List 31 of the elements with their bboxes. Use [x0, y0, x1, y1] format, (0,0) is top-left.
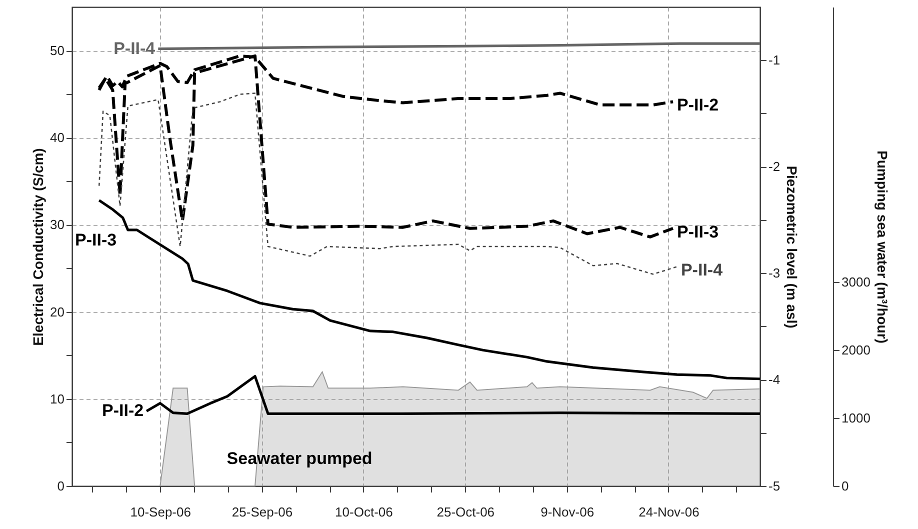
y-tick-label: 40 — [50, 130, 64, 146]
y3-tick-label: 0 — [842, 478, 849, 494]
y2-tick-label: -3 — [768, 266, 780, 281]
series-label: P-II-4 — [114, 38, 156, 58]
y-tick-label: 30 — [50, 217, 64, 232]
annotation: Seawater pumped — [226, 449, 372, 468]
x-tick-label: 10-Sep-06 — [130, 504, 191, 520]
series-label: P-II-4 — [680, 260, 724, 280]
y2-tick-label: -5 — [768, 478, 780, 494]
x-tick-label: 24-Nov-06 — [638, 504, 700, 520]
series-label: P-II-3 — [677, 222, 719, 242]
y2-tick-label: -4 — [768, 372, 780, 388]
y-tick-label: 10 — [50, 391, 64, 406]
x-tick-label: 25-Sep-06 — [232, 504, 293, 520]
y-tick-label: 20 — [50, 304, 64, 320]
y2-tick-label: -1 — [768, 52, 780, 68]
y2-tick-label: -2 — [768, 159, 780, 174]
y3-axis-title: Pumping sea water (m³/hour) — [874, 150, 890, 344]
y3-tick-label: 1000 — [842, 410, 870, 426]
x-tick-label: 25-Oct-06 — [436, 504, 495, 520]
y-tick-label: 50 — [50, 43, 64, 58]
x-tick-label: 9-Nov-06 — [540, 504, 594, 520]
x-tick-label: 10-Oct-06 — [335, 504, 393, 520]
series-label: P-II-2 — [102, 401, 144, 420]
y3-tick-label: 2000 — [842, 342, 870, 358]
y3-tick-label: 3000 — [842, 274, 870, 290]
y2-axis-title: Piezometric level (m asl) — [784, 166, 800, 328]
series-label: P-II-3 — [75, 230, 117, 250]
y-axis-title: Electrical Conductivity (S/cm) — [30, 148, 46, 346]
series-label: P-II-2 — [677, 96, 719, 115]
y-tick-label: 0 — [57, 478, 64, 494]
